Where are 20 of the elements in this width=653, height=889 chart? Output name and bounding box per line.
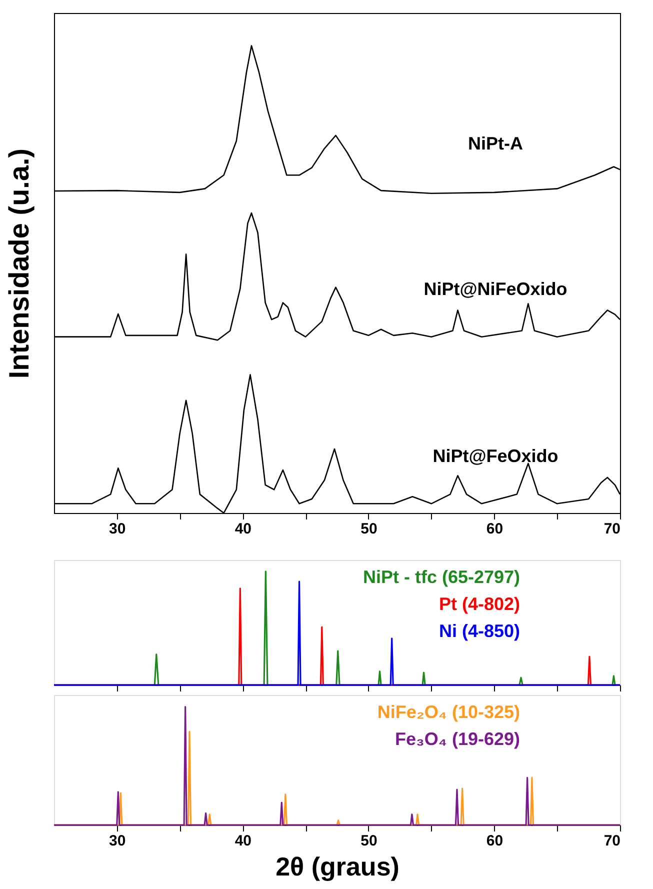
x-tick-label: 30 [109, 520, 126, 538]
x-tick-label: 30 [109, 832, 126, 850]
x-tick-label: 70 [604, 832, 620, 850]
series-label: Fe₃O₄ (19-629) [395, 729, 520, 749]
text: Ni (4-850) [438, 621, 520, 641]
text: Pt (4-802) [438, 594, 520, 614]
x-tick-label: 50 [360, 520, 378, 538]
text: NiFe₂O₄ (10-325) [377, 702, 520, 722]
y-axis-title: Intensidade (u.a.) [4, 148, 34, 379]
x-tick-label: 60 [486, 832, 504, 850]
x-tick-label: 70 [604, 520, 620, 538]
x-tick-label: 40 [234, 520, 252, 538]
text: NiPt-A [468, 133, 523, 154]
x-tick-label: 40 [234, 832, 252, 850]
series-label: NiPt@FeOxido [432, 446, 558, 466]
text: NiPt - tfc (65-2797) [362, 567, 520, 587]
x-axis-title: 2θ (graus) [276, 852, 400, 882]
series-label: NiPt@NiFeOxido [424, 279, 568, 300]
x-tick-label: 50 [360, 832, 378, 850]
x-tick-label: 60 [486, 520, 504, 538]
